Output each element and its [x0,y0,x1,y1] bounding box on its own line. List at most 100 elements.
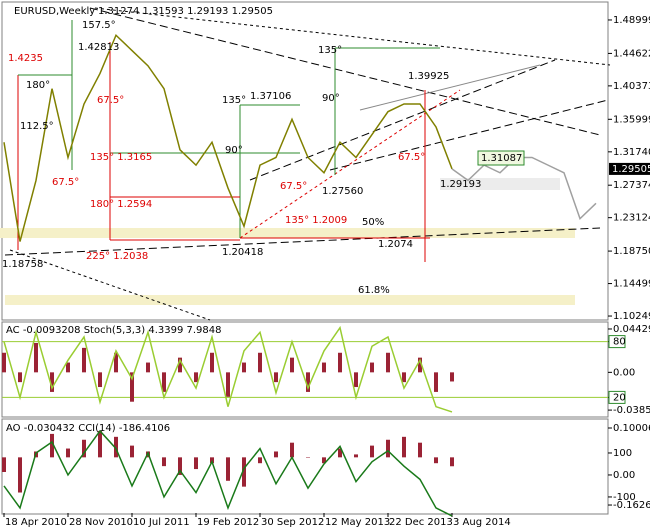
histogram-bar [114,436,118,458]
histogram-bar [386,439,390,458]
y-tick-label: -100 [613,492,636,503]
annotation: 135° 1.3165 [90,152,152,163]
annotation: 1.37106 [250,91,291,102]
chart-title: EURUSD,Weekly [14,6,95,17]
label-box [477,150,525,166]
annotation: 67.5° [52,177,79,188]
y-tick-label: 1.40373 [613,81,650,92]
y-tick-label: 1.10249 [613,311,650,322]
x-tick-label: 10 Jul 2011 [133,517,190,528]
histogram-bar [66,448,70,458]
histogram-bar [338,352,342,373]
ohlc: 1.31274 1.31593 1.29193 1.29505 [98,6,273,17]
histogram-bar [354,454,358,458]
histogram-bar [450,457,454,467]
histogram-bar [210,352,214,373]
annotation: 112.5° [20,121,54,132]
x-tick-label: 28 Nov 2010 [69,517,133,528]
fib-zone [0,228,575,238]
annotation: 1.2074 [378,239,413,250]
x-tick-label: 3 Aug 2014 [453,517,511,528]
histogram-bar [402,372,406,383]
annotation: 1.29193 [440,179,481,190]
trend-line [239,89,461,239]
histogram-bar [98,430,102,458]
x-tick-label: 30 Sep 2012 [261,517,324,528]
indicator-line [3,429,453,517]
annotation: 1.20418 [222,247,263,258]
x-tick-label: 19 Feb 2012 [197,517,259,528]
histogram-bar [50,372,54,392]
level-box [608,335,626,349]
histogram-bar [130,445,134,458]
annotation: 1.31087 [481,153,522,164]
y-tick-label: 1.18750 [613,246,650,257]
y-tick-label: 80 [613,337,626,348]
histogram-bar [82,347,86,373]
histogram-bar [418,357,422,373]
price-label: 1.29505 [612,164,650,175]
histogram-bar [322,457,326,464]
histogram-bar [114,352,118,373]
main-frame [1,1,609,321]
price-line [3,33,453,242]
annotation: 135° [222,95,246,106]
histogram-bar [18,457,22,493]
annotation: 67.5° [398,152,425,163]
histogram-bar [194,457,198,470]
y-tick-label: 1.48999 [613,15,650,26]
annotation: 1.39925 [408,71,449,82]
zone [440,178,560,190]
y-tick-label: -0.162694 [613,500,650,511]
histogram-bar [402,436,406,458]
y-tick-label: 1.27374 [613,180,650,191]
x-tick-label: 22 Dec 2013 [389,517,453,528]
histogram-bar [258,352,262,373]
histogram-bar [274,451,278,458]
annotation: 135° 1.2009 [285,215,347,226]
indicator-label: AO -0.030432 CCI(14) -186.4106 [6,423,170,434]
annotation: 1.42813 [78,42,119,53]
histogram-bar [226,372,230,397]
y-tick-label: 1.23124 [613,213,650,224]
y-tick-label: 1.44622 [613,48,650,59]
histogram-bar [146,362,150,373]
histogram-bar [290,442,294,458]
y-tick-label: 0.044294 [613,324,650,335]
annotation: 90° [322,93,340,104]
histogram-bar [434,457,438,464]
x-tick-label: 18 Apr 2010 [5,517,67,528]
histogram-bar [386,352,390,373]
histogram-bar [370,445,374,458]
y-tick-label: 0.100061 [613,423,650,434]
histogram-bar [2,457,6,472]
histogram-bar [290,357,294,373]
histogram-bar [274,372,278,383]
indicator-line [3,325,453,413]
trend-line [4,227,601,256]
y-tick-label: 1.31740 [613,147,650,158]
histogram-bar [306,457,310,458]
histogram-bar [18,372,22,383]
histogram-bar [162,457,166,467]
y-tick-label: -0.038569 [613,405,650,416]
histogram-bar [98,372,102,388]
trend-line [94,7,611,66]
y-tick-label: 0.00 [613,470,635,481]
y-tick-label: 0.00 [613,367,635,378]
histogram-bar [370,362,374,373]
y-tick-label: 1.14499 [613,279,650,290]
x-tick-label: 12 May 2013 [325,517,390,528]
annotation: 1.27560 [322,186,363,197]
histogram-bar [226,457,230,481]
annotation: 180° 1.2594 [90,199,152,210]
level-box [608,390,626,404]
trend-line [249,59,556,181]
annotation: 50% [362,217,384,228]
annotation: 180° [26,80,50,91]
histogram-bar [50,433,54,458]
histogram-bar [178,357,182,373]
annotation: 135° [318,45,342,56]
